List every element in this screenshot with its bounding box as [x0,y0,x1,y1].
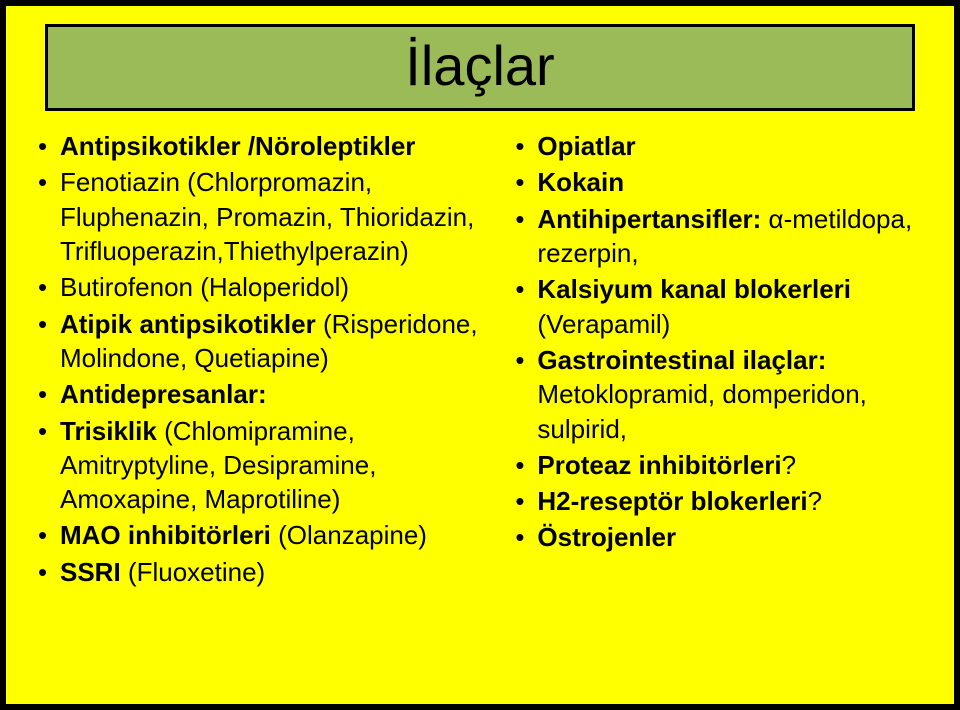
item-bold: Opiatlar [537,131,635,161]
list-item: Kokain [515,165,922,199]
item-text: (Verapamil) [537,309,670,339]
list-item: Kalsiyum kanal blokerleri (Verapamil) [515,272,922,341]
list-item: SSRI (Fluoxetine) [38,555,487,589]
list-item: MAO inhibitörleri (Olanzapine) [38,518,487,552]
item-bold: Proteaz inhibitörleri [537,450,781,480]
item-bold: Gastrointestinal ilaçlar: [537,345,826,375]
right-list: Opiatlar Kokain Antihipertansifler: α-me… [515,129,922,555]
list-item: Antipsikotikler /Nöroleptikler [38,129,487,163]
item-bold: Antipsikotikler /Nöroleptikler [60,131,415,161]
list-item: Fenotiazin (Chlorpromazin, Fluphenazin, … [38,165,487,268]
list-item: Östrojenler [515,520,922,554]
slide: İlaçlar Antipsikotikler /Nöroleptikler F… [0,0,960,710]
item-bold: H2-reseptör blokerleri [537,486,807,516]
item-text: Metoklopramid, domperidon, sulpirid, [537,379,867,443]
list-item: Butirofenon (Haloperidol) [38,270,487,304]
item-bold: MAO inhibitörleri [60,520,278,550]
item-text: Butirofenon (Haloperidol) [60,272,349,302]
item-text: ? [782,450,796,480]
list-item: Trisiklik (Chlomipramine, Amitryptyline,… [38,414,487,517]
list-item: Proteaz inhibitörleri? [515,448,922,482]
left-column: Antipsikotikler /Nöroleptikler Fenotiazi… [38,129,487,591]
item-bold: Trisiklik [60,416,164,446]
item-bold: Antihipertansifler: [537,204,768,234]
list-item: Antihipertansifler: α-metildopa, rezerpi… [515,202,922,271]
item-text: (Fluoxetine) [128,557,265,587]
item-bold: SSRI [60,557,128,587]
item-bold: Atipik antipsikotikler [60,309,323,339]
item-bold: Antidepresanlar: [60,379,267,409]
item-bold: Östrojenler [537,522,676,552]
left-list: Antipsikotikler /Nöroleptikler Fenotiazi… [38,129,487,589]
slide-title: İlaçlar [405,34,554,97]
list-item: Atipik antipsikotikler (Risperidone, Mol… [38,307,487,376]
list-item: Antidepresanlar: [38,377,487,411]
title-box: İlaçlar [45,24,915,111]
list-item: Opiatlar [515,129,922,163]
content-columns: Antipsikotikler /Nöroleptikler Fenotiazi… [34,129,926,591]
item-text: Fenotiazin (Chlorpromazin, Fluphenazin, … [60,167,474,266]
item-text: (Olanzapine) [278,520,427,550]
list-item: H2-reseptör blokerleri? [515,484,922,518]
item-text: ? [808,486,822,516]
right-column: Opiatlar Kokain Antihipertansifler: α-me… [515,129,922,591]
item-bold: Kalsiyum kanal blokerleri [537,274,851,304]
item-bold: Kokain [537,167,624,197]
list-item: Gastrointestinal ilaçlar: Metoklopramid,… [515,343,922,446]
